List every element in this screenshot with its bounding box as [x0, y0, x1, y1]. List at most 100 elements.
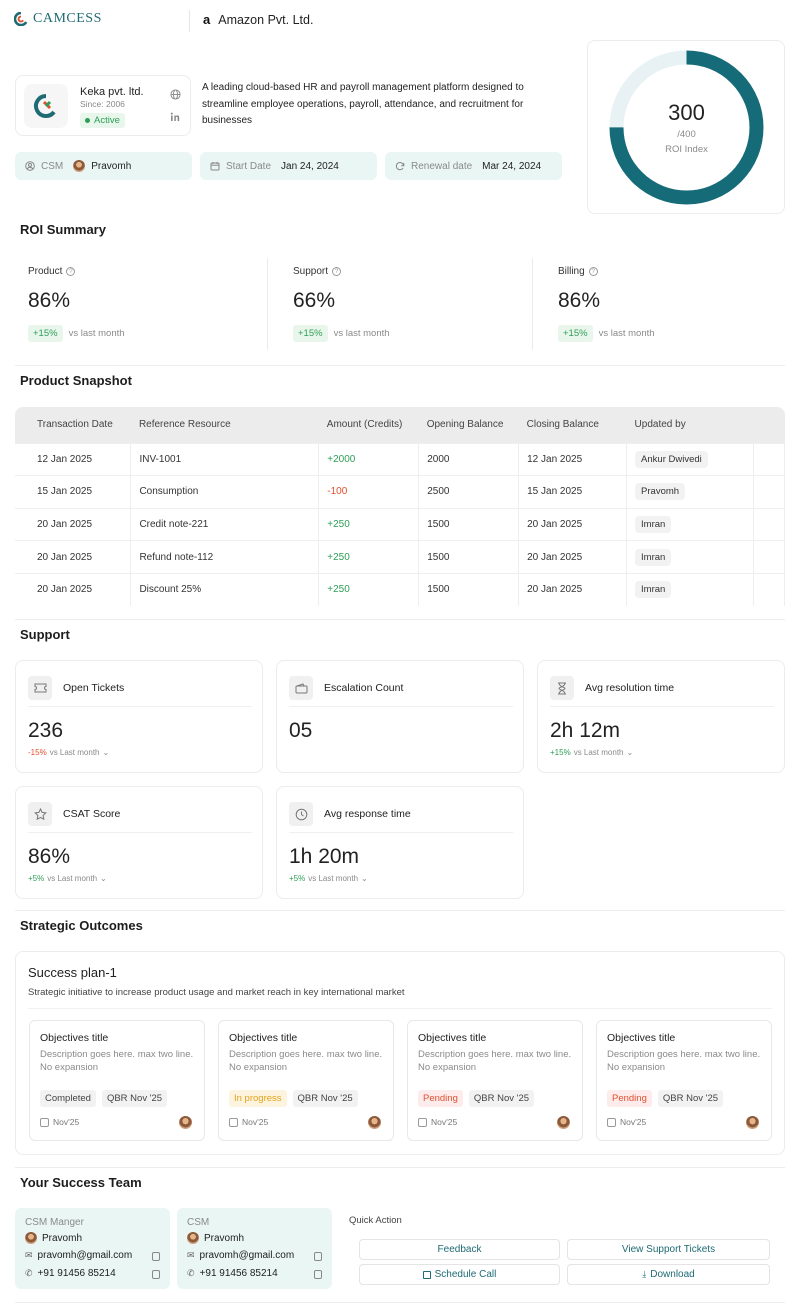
star-icon — [28, 802, 52, 826]
chevron-down-icon[interactable]: ⌄ — [100, 874, 107, 883]
column-header[interactable]: Opening Balance — [418, 407, 519, 443]
support-card-label: Escalation Count — [324, 682, 404, 694]
divider — [267, 258, 268, 350]
objective-card[interactable]: Objectives title Description goes here. … — [29, 1020, 205, 1141]
ticket-icon — [28, 676, 52, 700]
objective-description: Description goes here. max two line. No … — [40, 1049, 194, 1073]
feedback-button[interactable]: Feedback — [359, 1239, 560, 1260]
member-email: pravomh@gmail.com — [199, 1250, 295, 1261]
copy-icon[interactable] — [152, 1270, 160, 1279]
product-snapshot-title: Product Snapshot — [20, 373, 132, 388]
globe-icon[interactable] — [168, 87, 182, 101]
support-card-value: 86% — [28, 845, 71, 868]
status-dot-icon — [85, 118, 90, 123]
view-support-tickets-button[interactable]: View Support Tickets — [567, 1239, 770, 1260]
info-icon[interactable]: ? — [332, 267, 342, 276]
avatar — [73, 160, 86, 172]
user-chip: Imran — [635, 581, 672, 599]
roi-product-metric: Product? 86% +15% vs last month — [28, 266, 125, 342]
column-header[interactable]: Transaction Date — [15, 407, 131, 443]
info-icon[interactable]: ? — [588, 267, 598, 276]
table-header-row: Transaction Date Reference Resource Amou… — [15, 407, 785, 443]
objective-card[interactable]: Objectives title Description goes here. … — [596, 1020, 772, 1141]
avatar — [557, 1116, 570, 1129]
chevron-down-icon[interactable]: ⌄ — [626, 748, 634, 757]
strategic-outcomes-title: Strategic Outcomes — [20, 918, 143, 933]
vs-dropdown[interactable]: vs Last month — [49, 748, 100, 757]
vs-label: vs last month — [333, 328, 390, 339]
table-cell: 2000 — [418, 442, 520, 476]
table-row[interactable]: 15 Jan 2025 Consumption -100 2500 15 Jan 202… — [15, 475, 785, 509]
roi-index-max: /400 — [677, 129, 696, 140]
column-header[interactable]: Updated by — [626, 407, 754, 443]
support-card-label: CSAT Score — [63, 808, 121, 820]
chevron-down-icon[interactable]: ⌄ — [102, 748, 110, 757]
success-team-title: Your Success Team — [20, 1175, 142, 1190]
linkedin-icon[interactable] — [168, 110, 182, 124]
user-chip: Ankur Dwivedi — [635, 450, 708, 468]
divider — [28, 1008, 772, 1009]
copy-icon[interactable] — [314, 1252, 322, 1261]
copy-icon[interactable] — [314, 1270, 322, 1279]
divider — [550, 706, 774, 707]
schedule-call-button[interactable]: Schedule Call — [359, 1264, 560, 1285]
column-header[interactable]: Reference Resource — [130, 407, 319, 443]
table-row[interactable]: 20 Jan 2025 Discount 25% +250 1500 20 Jan 20… — [15, 572, 785, 606]
qbr-badge: QBR Nov '25 — [101, 1090, 168, 1107]
copy-icon[interactable] — [152, 1252, 160, 1261]
calendar-icon — [418, 1117, 427, 1127]
client-status-badge: Active — [80, 113, 125, 128]
csm-name: Pravomh — [91, 160, 132, 172]
renewal-date-label: Renewal date — [411, 160, 473, 172]
cell-value: 1500 — [427, 518, 450, 530]
support-card-value: 2h 12m — [550, 719, 621, 742]
cell-value: 2000 — [427, 453, 450, 465]
table-row[interactable]: 12 Jan 2025 INV-1001 +2000 2000 12 Jan 2025 A… — [15, 442, 785, 476]
table-cell: 20 Jan 2025 — [518, 507, 628, 541]
delta-label: +5% — [28, 874, 45, 883]
calendar-icon — [210, 162, 220, 171]
roi-support-metric: Support? 66% +15% vs last month — [293, 266, 390, 342]
brand-logo[interactable]: CAMCESS — [14, 11, 102, 27]
phone-icon: ✆ — [25, 1268, 33, 1278]
table-cell: Consumption — [130, 475, 320, 509]
divider — [289, 832, 513, 833]
table-cell: 20 Jan 2025 — [15, 540, 132, 574]
metric-label: Product — [28, 266, 63, 277]
mail-icon: ✉ — [25, 1250, 33, 1260]
chevron-down-icon[interactable]: ⌄ — [361, 874, 368, 883]
divider — [28, 706, 252, 707]
calendar-icon — [229, 1117, 238, 1127]
delta-label: +5% — [289, 874, 306, 883]
vs-dropdown[interactable]: vs Last month — [47, 874, 98, 883]
calendar-icon — [40, 1117, 49, 1127]
objective-card[interactable]: Objectives title Description goes here. … — [218, 1020, 394, 1141]
brand-name: CAMCESS — [33, 11, 102, 26]
keka-logo-icon — [34, 94, 56, 118]
vs-dropdown[interactable]: vs Last month — [573, 748, 624, 757]
section-divider — [15, 619, 785, 620]
avatar — [25, 1232, 37, 1244]
table-row[interactable]: 20 Jan 2025 Refund note-112 +250 1500 20 Jan… — [15, 540, 785, 574]
column-header[interactable]: Closing Balance — [518, 407, 627, 443]
qbr-badge: QBR Nov '25 — [468, 1090, 535, 1107]
avatar — [187, 1232, 199, 1244]
status-badge: Pending — [418, 1090, 463, 1107]
start-date-value: Jan 24, 2024 — [281, 160, 339, 172]
cell-value: 2500 — [427, 486, 450, 498]
download-button[interactable]: ⤓ Download — [567, 1264, 770, 1285]
column-header[interactable]: Amount (Credits) — [318, 407, 419, 443]
table-row[interactable]: 20 Jan 2025 Credit note-221 +250 1500 20 Jan… — [15, 507, 785, 541]
cell-value: 15 Jan 2025 — [37, 486, 93, 498]
renewal-date-pill: Renewal date Mar 24, 2024 — [385, 152, 562, 180]
cell-value: +250 — [327, 584, 350, 596]
support-card-open-tickets: Open Tickets 236 -15% vs Last month ⌄ — [15, 660, 263, 773]
objective-card[interactable]: Objectives title Description goes here. … — [407, 1020, 583, 1141]
company-switcher[interactable]: a Amazon Pvt. Ltd. — [203, 12, 313, 27]
support-card-label: Avg resolution time — [585, 682, 675, 694]
vs-dropdown[interactable]: vs Last month — [308, 874, 359, 883]
info-icon[interactable]: ? — [66, 267, 76, 276]
cell-value: 20 Jan 2025 — [527, 518, 583, 530]
support-title: Support — [20, 627, 70, 642]
team-member-card: CSM Manger Pravomh ✉ pravomh@gmail.com ✆ +… — [15, 1208, 170, 1289]
